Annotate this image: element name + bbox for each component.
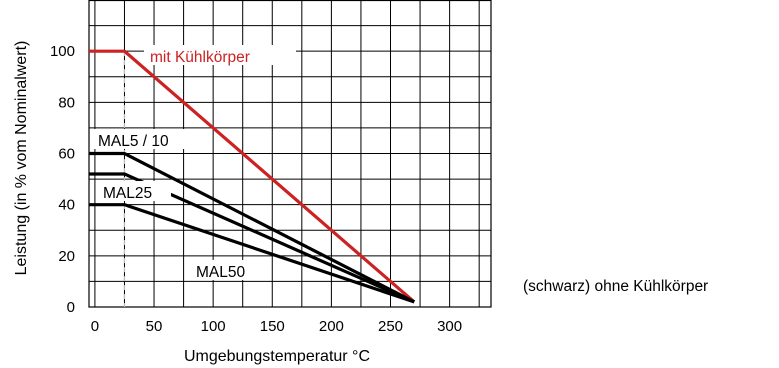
y-tick-label: 80	[58, 94, 75, 111]
y-tick-label: 20	[58, 248, 75, 265]
y-tick-label: 40	[58, 197, 75, 214]
series-line-1	[89, 151, 415, 304]
series-label-bg	[99, 181, 171, 201]
series-label-bg	[192, 260, 266, 280]
y-tick-label: 60	[58, 146, 75, 163]
series-line-0	[89, 49, 416, 304]
y-tick-label: 100	[50, 43, 75, 60]
y-axis-title: Leistung (in % vom Nominalwert)	[13, 41, 30, 276]
series-label-3: MAL50	[196, 264, 245, 281]
tick-labels: 0 50 100 150 200 250 300 0 20 40 60 80 100	[50, 43, 462, 335]
series-label-1: MAL5 / 10	[98, 133, 169, 150]
x-tick-label: 50	[146, 318, 163, 335]
series-label-bg	[94, 129, 200, 149]
series-label-2: MAL25	[103, 185, 152, 202]
series-lines	[89, 49, 416, 304]
x-tick-label: 200	[319, 318, 344, 335]
series-label-bg	[144, 45, 296, 65]
series-label-0: mit Kühlkörper	[150, 49, 250, 66]
legend-note: (schwarz) ohne Kühlkörper	[523, 278, 709, 295]
series-labels: mit Kühlkörper MAL5 / 10 MAL25 MAL50	[94, 45, 296, 281]
x-tick-label: 300	[437, 318, 462, 335]
x-tick-label: 250	[378, 318, 403, 335]
x-axis-title: Umgebungstemperatur °C	[184, 348, 370, 365]
series-line-3	[89, 203, 415, 304]
x-tick-label: 150	[260, 318, 285, 335]
series-line-2	[89, 172, 415, 304]
x-tick-label: 0	[91, 318, 99, 335]
y-tick-label: 0	[67, 299, 75, 316]
x-tick-label: 100	[201, 318, 226, 335]
